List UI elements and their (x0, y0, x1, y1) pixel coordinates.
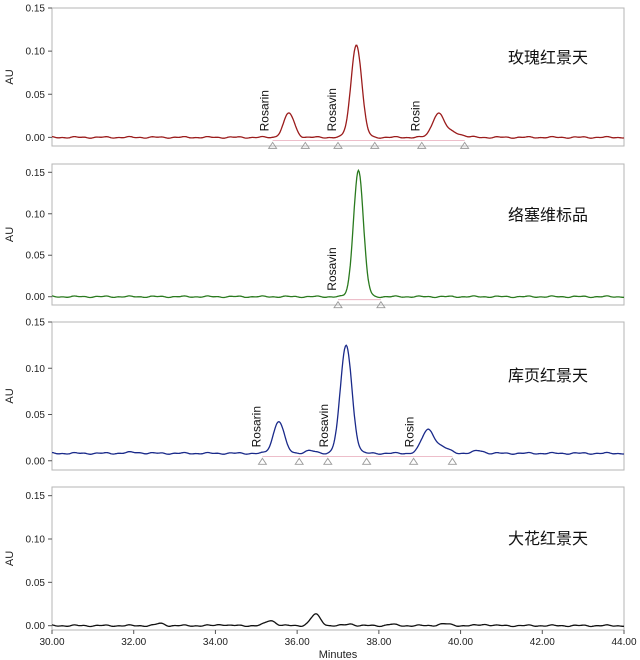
x-tick-label: 30.00 (39, 637, 64, 648)
peak-marker-triangle (322, 457, 333, 465)
x-tick-label: 40.00 (448, 637, 473, 648)
y-tick-label: 0.00 (26, 292, 46, 303)
y-tick-label: 0.15 (26, 4, 46, 15)
y-tick-label: 0.05 (26, 90, 46, 101)
x-tick-label: 44.00 (611, 637, 636, 648)
peak-marker-triangle (257, 457, 268, 465)
y-tick-label: 0.00 (26, 133, 46, 144)
peak-marker-triangle (267, 141, 278, 149)
panel-title: 大花红景天 (508, 529, 588, 548)
y-tick-label: 0.00 (26, 621, 46, 632)
peak-marker-triangle (369, 141, 380, 149)
chart-panel-1: 0.00 0.05 0.10 0.15 AU Rosarin Rosavin Rosin 玫瑰红… (4, 4, 625, 149)
y-tick-label: 0.15 (26, 318, 46, 329)
y-tick-label: 0.15 (26, 491, 46, 502)
plot-frame (51, 163, 625, 306)
y-tick-label: 0.00 (26, 456, 46, 467)
chromatogram-trace (51, 168, 624, 299)
peak-marker-triangle (416, 141, 427, 149)
y-axis-title: AU (4, 69, 16, 84)
x-tick-label: 38.00 (366, 637, 391, 648)
y-tick-label: 0.10 (26, 47, 46, 58)
peak-marker-triangle (459, 141, 470, 149)
peak-marker-triangle (333, 300, 343, 309)
plot-frame (51, 321, 625, 471)
peak-marker-triangle (376, 300, 386, 309)
chromatogram-trace (51, 613, 625, 628)
chart-panel-2: 0.00 0.05 0.10 0.15 AU Rosavin 络塞维标品 (4, 163, 625, 309)
x-tick-label: 42.00 (530, 637, 555, 648)
peak-label-rosavin: Rosavin (325, 247, 339, 290)
peak-label-rosarin: Rosarin (258, 90, 272, 131)
peak-marker-triangle (333, 141, 343, 149)
chart-panel-4: 0.00 0.05 0.10 0.15 AU 大花红景天 30.00 32.00 34.00 36… (4, 486, 637, 660)
panel-title: 络塞维标品 (508, 205, 588, 224)
y-tick-label: 0.05 (26, 578, 46, 589)
y-tick-label: 0.15 (26, 168, 46, 179)
chart-panel-3: 0.00 0.05 0.10 0.15 AU Rosarin Rosavin Rosin 库页红… (4, 318, 625, 471)
x-tick-label: 32.00 (121, 637, 146, 648)
chromatogram-trace (51, 44, 625, 139)
y-tick-label: 0.10 (26, 209, 46, 220)
peak-label-rosin: Rosin (403, 417, 417, 448)
y-axis-title: AU (4, 388, 16, 403)
x-tick-label: 36.00 (285, 637, 310, 648)
y-tick-label: 0.05 (26, 410, 46, 421)
plot-frame (51, 7, 625, 147)
x-tick-label: 34.00 (203, 637, 228, 648)
y-axis-title: AU (4, 227, 16, 242)
peak-marker-triangle (447, 457, 458, 465)
plot-frame (51, 486, 625, 631)
peak-label-rosavin: Rosavin (325, 88, 339, 131)
panel-title: 库页红景天 (508, 366, 588, 385)
peak-marker-triangle (300, 141, 311, 149)
peak-marker-triangle (361, 457, 372, 465)
panel-title: 玫瑰红景天 (508, 48, 588, 67)
y-tick-label: 0.10 (26, 364, 46, 375)
peak-marker-triangle (408, 457, 419, 465)
peak-label-rosin: Rosin (409, 101, 423, 132)
y-axis-title: AU (4, 551, 16, 566)
y-tick-label: 0.10 (26, 535, 46, 546)
y-tick-label: 0.05 (26, 251, 46, 262)
x-axis-title: Minutes (319, 649, 358, 660)
peak-marker-triangle (294, 457, 305, 465)
chromatogram-trace (51, 344, 624, 455)
peak-label-rosarin: Rosarin (249, 406, 263, 447)
peak-label-rosavin: Rosavin (317, 404, 331, 447)
